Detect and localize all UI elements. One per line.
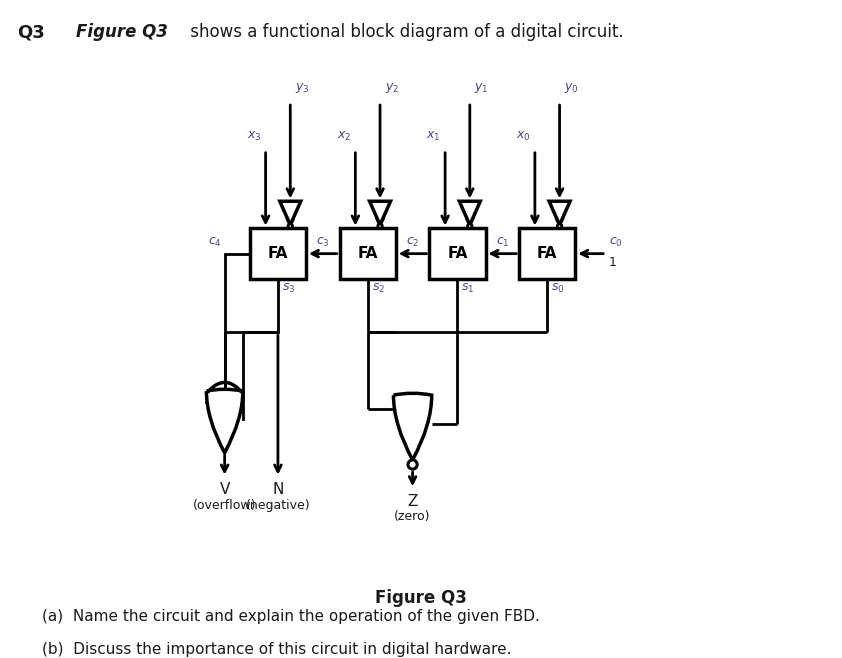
Text: $c_2$: $c_2$ <box>406 236 419 249</box>
Text: V: V <box>220 482 230 497</box>
Text: $y_0$: $y_0$ <box>564 82 578 95</box>
Text: $y_2$: $y_2$ <box>385 82 399 95</box>
Text: $s_2$: $s_2$ <box>371 282 385 295</box>
Circle shape <box>288 224 292 228</box>
Text: $y_3$: $y_3$ <box>295 82 309 95</box>
Text: Z: Z <box>408 494 418 509</box>
Text: $c_0$: $c_0$ <box>609 236 623 249</box>
Text: Figure Q3: Figure Q3 <box>76 23 168 41</box>
Text: $x_0$: $x_0$ <box>515 130 530 143</box>
Circle shape <box>408 460 417 469</box>
Text: Figure Q3: Figure Q3 <box>375 589 467 607</box>
Polygon shape <box>549 201 570 225</box>
Text: FA: FA <box>358 246 378 261</box>
Circle shape <box>467 224 472 228</box>
Bar <box>339 228 396 279</box>
Text: FA: FA <box>268 246 288 261</box>
Text: (zero): (zero) <box>394 511 431 524</box>
Text: (b)  Discuss the importance of this circuit in digital hardware.: (b) Discuss the importance of this circu… <box>42 642 512 657</box>
Text: (overflow): (overflow) <box>193 499 256 512</box>
Text: (a)  Name the circuit and explain the operation of the given FBD.: (a) Name the circuit and explain the ope… <box>42 609 540 624</box>
Text: Q3: Q3 <box>17 23 45 41</box>
Text: shows a functional block diagram of a digital circuit.: shows a functional block diagram of a di… <box>185 23 624 41</box>
Polygon shape <box>370 201 391 225</box>
Text: $x_3$: $x_3$ <box>247 130 261 143</box>
Circle shape <box>557 224 562 228</box>
Text: $s_3$: $s_3$ <box>282 282 296 295</box>
Text: $x_2$: $x_2$ <box>337 130 351 143</box>
Text: $y_1$: $y_1$ <box>474 82 488 95</box>
Text: $s_0$: $s_0$ <box>552 282 565 295</box>
Text: N: N <box>272 482 284 497</box>
Bar <box>250 228 306 279</box>
Polygon shape <box>460 201 480 225</box>
Text: $c_1$: $c_1$ <box>496 236 509 249</box>
Circle shape <box>378 224 382 228</box>
Bar <box>429 228 486 279</box>
Text: FA: FA <box>537 246 557 261</box>
Polygon shape <box>280 201 301 225</box>
Text: 1: 1 <box>609 257 617 269</box>
Text: $s_1$: $s_1$ <box>461 282 475 295</box>
Text: (negative): (negative) <box>246 499 310 512</box>
Bar <box>520 228 575 279</box>
PathPatch shape <box>393 393 432 460</box>
Text: $x_1$: $x_1$ <box>426 130 440 143</box>
PathPatch shape <box>206 390 242 453</box>
Text: $c_3$: $c_3$ <box>316 236 330 249</box>
Text: $c_4$: $c_4$ <box>208 236 221 249</box>
Text: FA: FA <box>447 246 467 261</box>
